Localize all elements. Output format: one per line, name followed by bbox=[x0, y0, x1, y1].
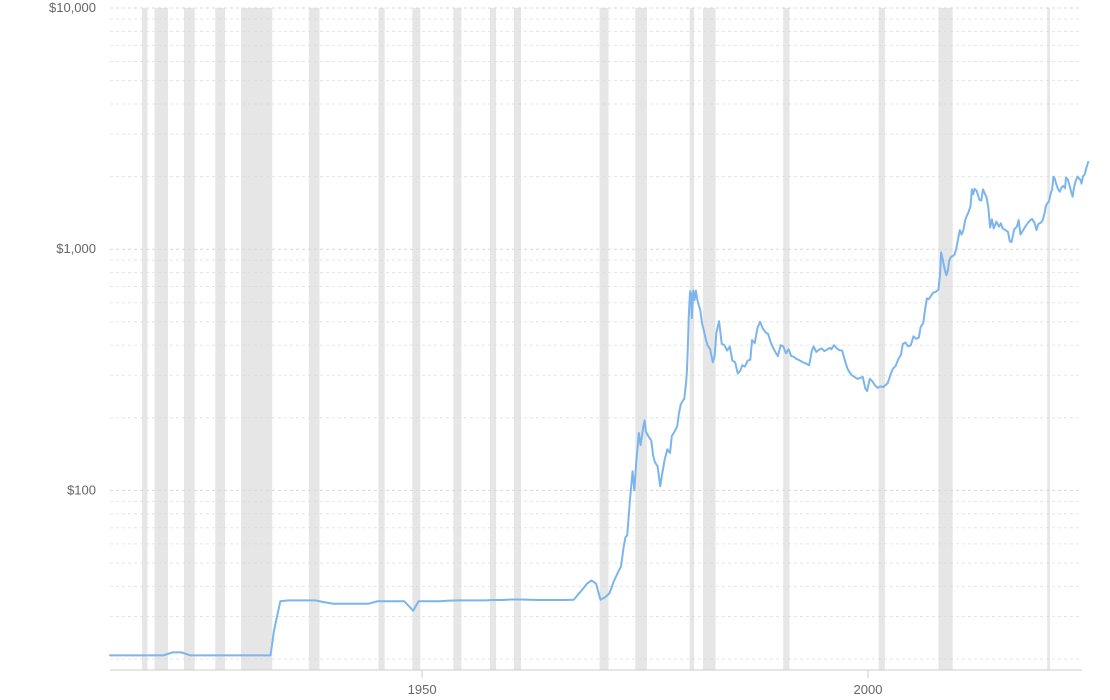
recession-band bbox=[155, 8, 168, 670]
chart-svg: $100 $1,000 $10,000 1950 2000 bbox=[0, 0, 1110, 700]
price-log-chart: $100 $1,000 $10,000 1950 2000 bbox=[0, 0, 1110, 700]
recession-band bbox=[879, 8, 885, 670]
x-tick-label: 1950 bbox=[408, 682, 437, 697]
recession-band bbox=[378, 8, 384, 670]
recession-band bbox=[514, 8, 521, 670]
y-tick-label: $1,000 bbox=[56, 241, 96, 256]
recession-band bbox=[938, 8, 952, 670]
x-tick-label: 2000 bbox=[854, 682, 883, 697]
recession-band bbox=[1047, 8, 1050, 670]
y-tick-label: $10,000 bbox=[49, 0, 96, 15]
recession-band bbox=[309, 8, 320, 670]
recession-band bbox=[490, 8, 496, 670]
y-tick-label: $100 bbox=[67, 482, 96, 497]
recession-band bbox=[600, 8, 609, 670]
recession-band bbox=[412, 8, 420, 670]
recession-band bbox=[690, 8, 694, 670]
recession-band bbox=[241, 8, 272, 670]
recession-band bbox=[184, 8, 195, 670]
recession-band bbox=[783, 8, 789, 670]
recession-band bbox=[142, 8, 147, 670]
recession-band bbox=[215, 8, 225, 670]
recession-band bbox=[453, 8, 461, 670]
recession-band bbox=[635, 8, 647, 670]
